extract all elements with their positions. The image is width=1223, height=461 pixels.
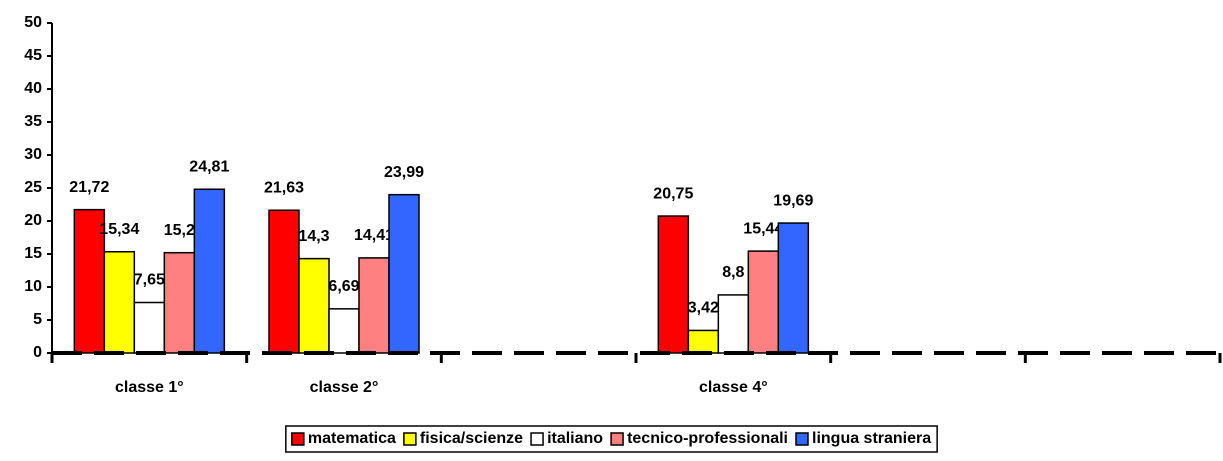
value-label: 21,72	[69, 179, 109, 196]
y-tick-label: 5	[33, 311, 42, 328]
legend-label: italiano	[547, 430, 603, 447]
value-label: 15,44	[743, 220, 783, 237]
y-tick-label: 20	[24, 212, 42, 229]
y-tick-label: 50	[24, 14, 42, 31]
value-label: 21,63	[264, 179, 304, 196]
bar	[193, 188, 226, 354]
bar	[133, 301, 166, 354]
value-label: 19,69	[773, 192, 813, 209]
y-tick-label: 15	[24, 245, 42, 262]
y-tick-label: 0	[33, 344, 42, 361]
bar	[388, 193, 420, 354]
bar	[73, 208, 106, 354]
y-tick-label: 40	[24, 80, 42, 97]
legend-swatch	[795, 432, 809, 446]
value-label: 20,75	[653, 185, 693, 202]
legend-swatch	[610, 432, 624, 446]
x-tick-label: classe 2°	[310, 379, 379, 396]
legend-label: lingua straniera	[812, 430, 931, 447]
legend-label: fisica/scienze	[420, 430, 523, 447]
value-label: 7,65	[134, 272, 165, 289]
bar	[687, 329, 720, 354]
bar	[717, 294, 750, 354]
value-label: 8,8	[722, 264, 744, 281]
bar	[268, 209, 300, 354]
bar	[163, 251, 196, 354]
x-tick-label: classe 4°	[699, 379, 768, 396]
y-tick-label: 35	[24, 113, 42, 130]
value-label: 14,3	[298, 228, 329, 245]
legend-swatch	[530, 432, 544, 446]
legend-label: tecnico-professionali	[627, 430, 788, 447]
value-label: 3,42	[688, 300, 719, 317]
value-label: 6,69	[328, 278, 359, 295]
y-tick-label: 30	[24, 146, 42, 163]
legend-label: matematica	[308, 430, 396, 447]
y-tick-label: 10	[24, 278, 42, 295]
bar	[103, 251, 136, 354]
value-label: 14,41	[354, 227, 394, 244]
value-label: 24,81	[189, 158, 229, 175]
value-label: 23,99	[384, 164, 424, 181]
y-tick-label: 45	[24, 47, 42, 64]
value-label: 15,34	[99, 221, 139, 238]
bar	[777, 222, 810, 354]
x-tick-label: classe 1°	[115, 379, 184, 396]
bar	[747, 250, 780, 354]
bar	[298, 257, 330, 354]
y-tick-label: 25	[24, 179, 42, 196]
bar	[328, 308, 360, 354]
bar	[358, 257, 390, 354]
legend-swatch	[291, 432, 305, 446]
legend-swatch	[403, 432, 417, 446]
value-label: 15,2	[164, 222, 195, 239]
bar	[657, 215, 690, 354]
